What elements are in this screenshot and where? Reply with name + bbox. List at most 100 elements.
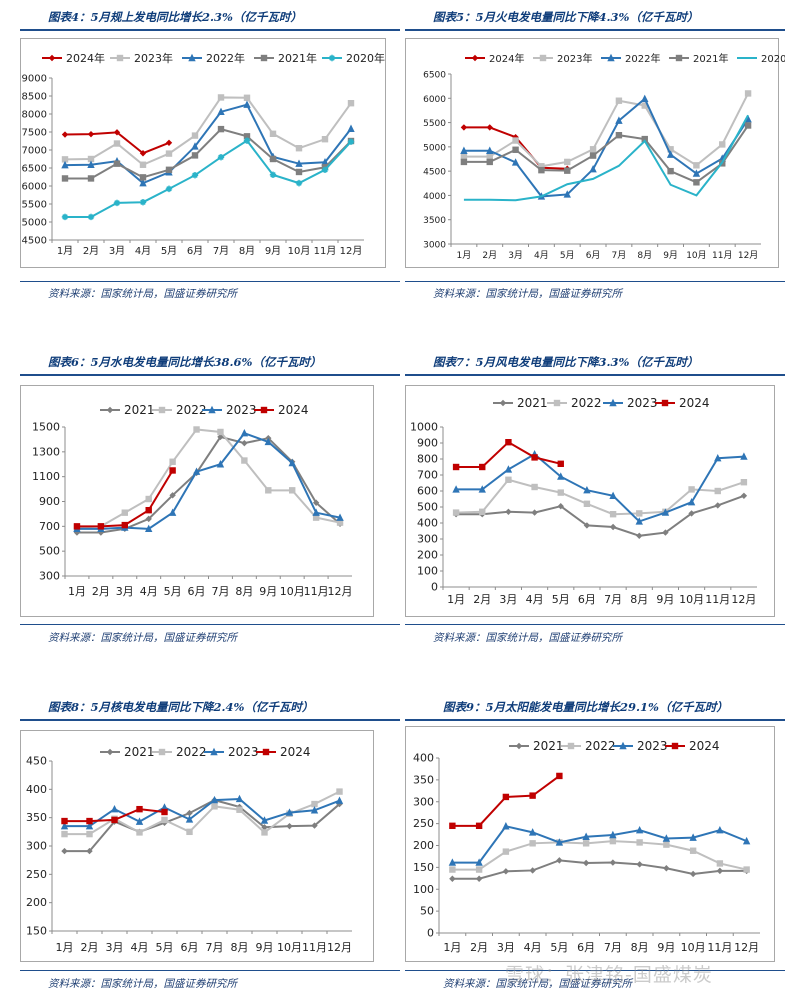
data-point [158, 406, 166, 414]
source-note: 资料来源：国家统计局，国盛证券研究所 [48, 288, 237, 300]
data-point: 2022 8月: 207 [636, 839, 643, 846]
series-2024: 2024 1月: 700 2024 2月: 700 2024 3月: 710 2024… [73, 467, 176, 530]
y-tick-label: 900 [417, 437, 438, 450]
series-line [65, 127, 352, 180]
data-point: 2022年 10月: 6620 [295, 159, 303, 167]
title-rule [20, 29, 400, 31]
data-point: 2022 5月: 346 [161, 816, 168, 824]
title-rule [405, 374, 785, 376]
data-point: 2020年 3月: 5530 [113, 199, 121, 207]
x-tick-label: 5月 [161, 245, 177, 257]
legend-item: 2023年 [110, 51, 173, 65]
y-tick-label: 7500 [22, 128, 47, 139]
data-point: 2022 5月: 1220 [169, 458, 176, 465]
data-point: 2023 7月: 224 [609, 830, 617, 839]
y-tick-label: 1100 [32, 470, 60, 483]
series-2023年: 2023年 1月: 4800 2023年 2月: 4800 2023年 3月: 51… [460, 90, 752, 170]
x-tick-label: 11月 [304, 585, 329, 598]
legend-label: 2022年 [206, 51, 245, 65]
data-point: 2023 6月: 347 [185, 815, 194, 823]
series-line [76, 432, 341, 530]
chart-panel-generation: 图表4：5月规上发电同比增长2.3%（亿千瓦时） 4500 5000 5500 600… [20, 0, 400, 310]
data-point: 2021年 5月: 4510 [564, 167, 571, 174]
data-point: 2023 4月: 230 [528, 828, 537, 836]
y-tick-label: 6000 [22, 182, 47, 193]
y-tick-label: 700 [417, 469, 438, 482]
data-point: 2023年 2月: 4800 [486, 153, 493, 160]
line-chart: 0 100 200 300 400 500 600 700 800 900 1000 1月 2月 3月 4月… [410, 396, 757, 606]
source-rule [405, 281, 785, 282]
data-point: 2023 11月: 363 [310, 806, 319, 814]
x-tick-label: 1月 [443, 941, 461, 954]
y-tick-label: 500 [417, 501, 438, 514]
data-point: 2023 2月: 610 [478, 485, 486, 493]
data-point: 2022 8月: 364 [236, 806, 243, 813]
x-tick-label: 3月 [497, 941, 515, 954]
data-point: 2024 2月: 245 [475, 822, 483, 830]
data-point: 2022 3月: 186 [502, 848, 510, 855]
data-point [471, 54, 479, 62]
title-rule [20, 374, 400, 376]
data-point: 2022 11月: 770 [312, 514, 320, 521]
y-tick-label: 300 [413, 795, 434, 808]
x-tick-label: 10月 [679, 593, 704, 606]
data-point: 2023 2月: 161 [475, 858, 483, 866]
data-point [567, 742, 575, 750]
legend-item: 2023 [202, 403, 257, 417]
source-note: 资料来源：国家统计局，国盛证券研究所 [48, 632, 237, 644]
y-tick-label: 400 [26, 783, 47, 796]
data-point [607, 53, 615, 62]
chart-frame [20, 730, 374, 962]
data-point: 2022 12月: 396 [336, 788, 343, 795]
series-line [463, 92, 749, 168]
data-point: 2022 6月: 205 [582, 840, 590, 847]
legend-label: 2022 [176, 745, 207, 759]
legend-label: 2021 [124, 745, 155, 759]
data-point: 2022 1月: 145 [449, 866, 456, 873]
legend-item: 2022年 [601, 52, 660, 65]
legend-label: 2023年 [557, 52, 592, 65]
x-tick-label: 6月 [188, 585, 206, 598]
y-tick-label: 3000 [423, 241, 446, 251]
data-point: 2022 11月: 374 [311, 800, 318, 808]
y-tick-label: 300 [39, 570, 60, 583]
data-point: 2023 9月: 465 [661, 508, 670, 516]
data-point: 2024 3月: 710 [121, 521, 128, 529]
x-tick-label: 1月 [57, 245, 73, 257]
x-tick-label: 10月 [288, 245, 311, 257]
data-point: 2022 1月: 465 [452, 509, 460, 516]
data-point: 2023 5月: 690 [557, 472, 565, 480]
data-point: 2022年 1月: 6580 [61, 160, 69, 169]
data-point: 2024 1月: 750 [452, 463, 460, 471]
data-point [499, 399, 507, 407]
data-point: 2023 8月: 1450 [240, 429, 249, 437]
legend-item: 2024 [655, 396, 710, 410]
data-point: 2020年 1月: 5140 [61, 213, 69, 221]
data-point [671, 742, 679, 750]
data-point: 2021 5月: 166 [556, 857, 563, 864]
series-2023: 2023 1月: 161 2023 2月: 161 2023 3月: 244 2023… [448, 822, 751, 866]
x-tick-label: 7月 [211, 585, 229, 598]
data-point: 2023 3月: 365 [110, 804, 119, 813]
y-tick-label: 350 [413, 773, 434, 786]
y-tick-label: 300 [26, 840, 47, 853]
data-point: 2022 7月: 210 [609, 837, 617, 845]
chart-title: 图表6：5月水电发电量同比增长38.6%（亿千瓦时） [48, 355, 322, 369]
data-point: 2022 10月: 188 [689, 847, 697, 854]
series-line [64, 790, 340, 836]
legend-item: 2021年 [669, 52, 728, 65]
x-tick-label: 8月 [239, 245, 255, 257]
data-point: 2024 2月: 344 [86, 817, 93, 825]
x-tick-label: 10月 [686, 250, 706, 261]
legend-item: 2021 [100, 403, 155, 417]
chart-panel-wind: 图表7：5月风电发电量同比下降3.3%（亿千瓦时） 0 100 200 300 400 5… [405, 345, 785, 655]
data-point: 2021 12月: 570 [740, 492, 748, 499]
legend-item: 2022 [152, 745, 207, 759]
source-rule [20, 624, 400, 625]
source-rule [20, 970, 400, 971]
x-tick-label: 12月 [340, 245, 363, 257]
data-point: 2023 10月: 530 [687, 498, 696, 506]
x-tick-label: 10月 [681, 941, 706, 954]
data-point: 2022 10月: 990 [289, 487, 296, 494]
data-point: 2021 3月: 141 [502, 868, 510, 875]
